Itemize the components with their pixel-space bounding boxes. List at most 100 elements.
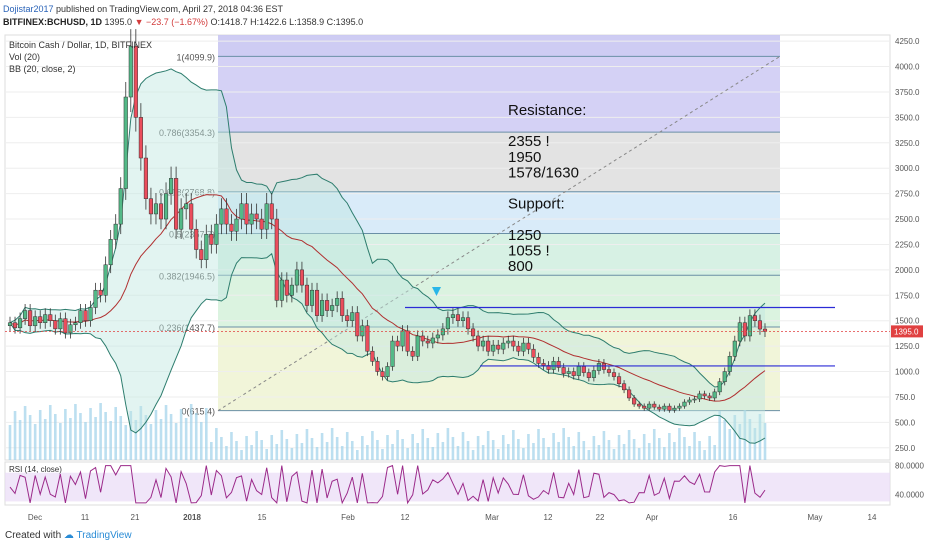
candle-body	[284, 279, 289, 296]
volume-bar	[255, 431, 258, 460]
volume-bar	[295, 434, 299, 460]
candle-body	[7, 322, 13, 326]
volume-bar	[572, 446, 576, 460]
footer-brand[interactable]: TradingView	[76, 530, 132, 541]
ticker-label: BITFINEX:BCHUSD, 1D	[3, 17, 103, 27]
candle-body	[148, 198, 153, 215]
candle-body	[481, 340, 486, 347]
volume-bar	[426, 438, 430, 460]
candle-body	[118, 188, 123, 225]
volume-bar	[18, 420, 22, 460]
candle-body	[511, 340, 516, 347]
volume-bar	[315, 447, 319, 460]
volume-bar	[69, 418, 72, 460]
candle-body	[380, 371, 385, 377]
rsi-line	[9, 464, 766, 505]
candle-body	[335, 298, 340, 306]
volume-bar	[658, 438, 661, 460]
candle-body	[506, 340, 511, 344]
volume-bar	[300, 443, 304, 460]
volume-bar	[622, 444, 626, 460]
volume-bar	[663, 447, 666, 460]
candle-body	[103, 264, 108, 296]
candle-body	[536, 357, 541, 364]
candle-body	[632, 397, 637, 405]
candle-body	[264, 203, 269, 230]
candle-body	[219, 208, 224, 225]
volume-bar	[280, 430, 284, 460]
volume-bar	[28, 415, 32, 460]
author-link[interactable]: Dojistar2017	[3, 4, 54, 14]
candle-body	[581, 366, 586, 373]
volume-bar	[401, 439, 404, 460]
candle-body	[33, 316, 38, 327]
x-tick-label: Mar	[485, 513, 499, 522]
volume-bar	[547, 447, 550, 460]
volume-bar	[270, 435, 274, 460]
candle-body	[18, 318, 23, 329]
candle-body	[611, 372, 617, 377]
annotation-line: Support:	[508, 196, 565, 213]
volume-bar	[356, 450, 359, 460]
candle-body	[189, 203, 194, 230]
volume-bar	[431, 447, 435, 460]
volume-bar	[683, 437, 686, 460]
volume-bar	[471, 450, 475, 460]
volume-bar	[260, 440, 263, 460]
candle-body	[224, 208, 229, 225]
volume-bar	[693, 432, 696, 460]
candle-body	[425, 340, 430, 344]
volume-bar	[486, 431, 490, 460]
footer-created: Created with	[5, 530, 62, 541]
volume-bar	[366, 445, 369, 460]
candle-body	[672, 407, 677, 411]
y-tick-label: 2250.0	[895, 240, 920, 249]
candle-body	[83, 310, 88, 321]
y-tick-label: 1000.0	[895, 368, 920, 377]
fib-trend-line	[217, 55, 781, 412]
annotation-line: 1578/1630	[508, 164, 579, 181]
volume-bar	[496, 449, 500, 460]
fib-zone-top	[218, 35, 780, 57]
fib-label: 1(4099.9)	[176, 52, 215, 62]
y-tick-label: 2500.0	[895, 215, 920, 224]
candle-body	[58, 318, 63, 330]
candle-body	[309, 289, 315, 306]
candle-body	[169, 178, 174, 194]
volume-bar	[84, 422, 87, 460]
candle-body	[229, 223, 234, 232]
candle-body	[692, 398, 697, 401]
last-price-label: 1395.0	[894, 327, 919, 336]
candle-body	[647, 403, 652, 409]
volume-bar	[396, 430, 399, 460]
y-tick-label: 1250.0	[895, 342, 920, 351]
volume-bar	[537, 429, 540, 460]
candle-body	[667, 405, 672, 411]
candle-body	[576, 366, 581, 376]
candle-body	[586, 372, 591, 378]
candle-body	[622, 383, 627, 391]
volume-bar	[144, 415, 148, 460]
volume-bar	[758, 414, 762, 460]
volume-bar	[320, 433, 324, 460]
fib-zone	[218, 56, 780, 133]
volume-bar	[542, 438, 545, 460]
volume-bar	[23, 406, 27, 460]
volume-bar	[562, 428, 565, 460]
volume-bar	[74, 404, 77, 460]
candle-body	[501, 342, 506, 350]
candle-body	[259, 218, 264, 230]
last-price-tag	[891, 325, 923, 338]
volume-bar	[194, 413, 198, 460]
volume-bar	[481, 445, 485, 460]
candle-body	[194, 228, 199, 250]
y-tick-label: 3250.0	[895, 139, 920, 148]
candle-body	[722, 371, 727, 382]
candle-body	[727, 356, 732, 372]
volume-bar	[753, 428, 757, 460]
volume-bar	[189, 404, 193, 460]
volume-bar	[285, 439, 289, 460]
candle-body	[561, 367, 566, 374]
rsi-tick-label: 80.0000	[895, 462, 924, 471]
